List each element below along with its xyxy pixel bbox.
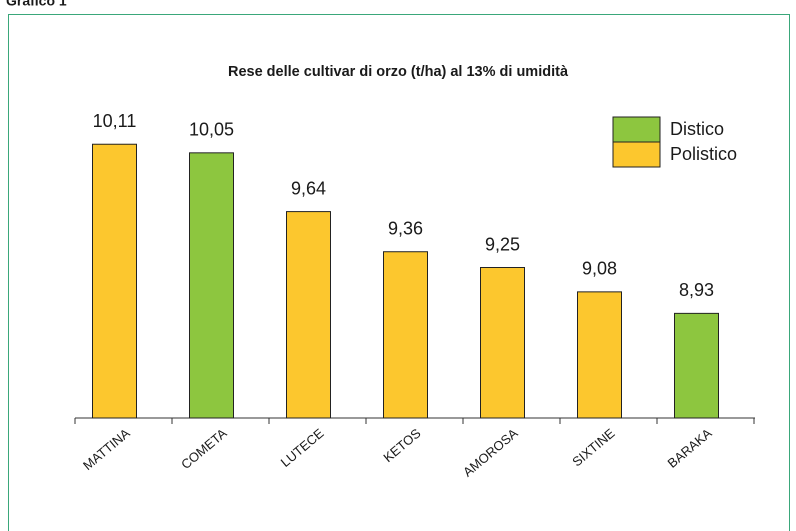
x-tick-label: MATTINA bbox=[80, 425, 133, 473]
bar bbox=[189, 152, 234, 419]
legend-swatch bbox=[612, 141, 661, 168]
x-tick-label: SIXTINE bbox=[569, 425, 618, 469]
legend-label: Polistico bbox=[670, 144, 737, 164]
value-label: 9,64 bbox=[291, 178, 326, 198]
x-tick-label: AMOROSA bbox=[460, 425, 521, 479]
frame bbox=[8, 14, 790, 531]
bar bbox=[674, 312, 719, 419]
bar bbox=[92, 143, 137, 419]
value-label: 9,25 bbox=[485, 234, 520, 254]
chart-title: Rese delle cultivar di orzo (t/ha) al 13… bbox=[228, 64, 569, 80]
value-label: 9,08 bbox=[582, 259, 617, 279]
value-label: 10,05 bbox=[189, 120, 234, 140]
legend-label: Distico bbox=[670, 119, 724, 139]
figure-label: Grafico 1 bbox=[6, 0, 67, 9]
value-label: 10,11 bbox=[93, 111, 137, 131]
bar bbox=[577, 291, 622, 419]
bar bbox=[480, 267, 525, 419]
x-tick-label: COMETA bbox=[178, 425, 230, 472]
x-tick-label: BARAKA bbox=[665, 425, 715, 471]
x-tick-label: LUTECE bbox=[278, 425, 327, 470]
value-label: 9,36 bbox=[388, 218, 423, 238]
value-label: 8,93 bbox=[679, 280, 714, 300]
legend-swatch bbox=[612, 116, 661, 143]
x-tick-label: KETOS bbox=[380, 425, 423, 465]
bar bbox=[286, 211, 331, 419]
bar bbox=[383, 251, 428, 419]
